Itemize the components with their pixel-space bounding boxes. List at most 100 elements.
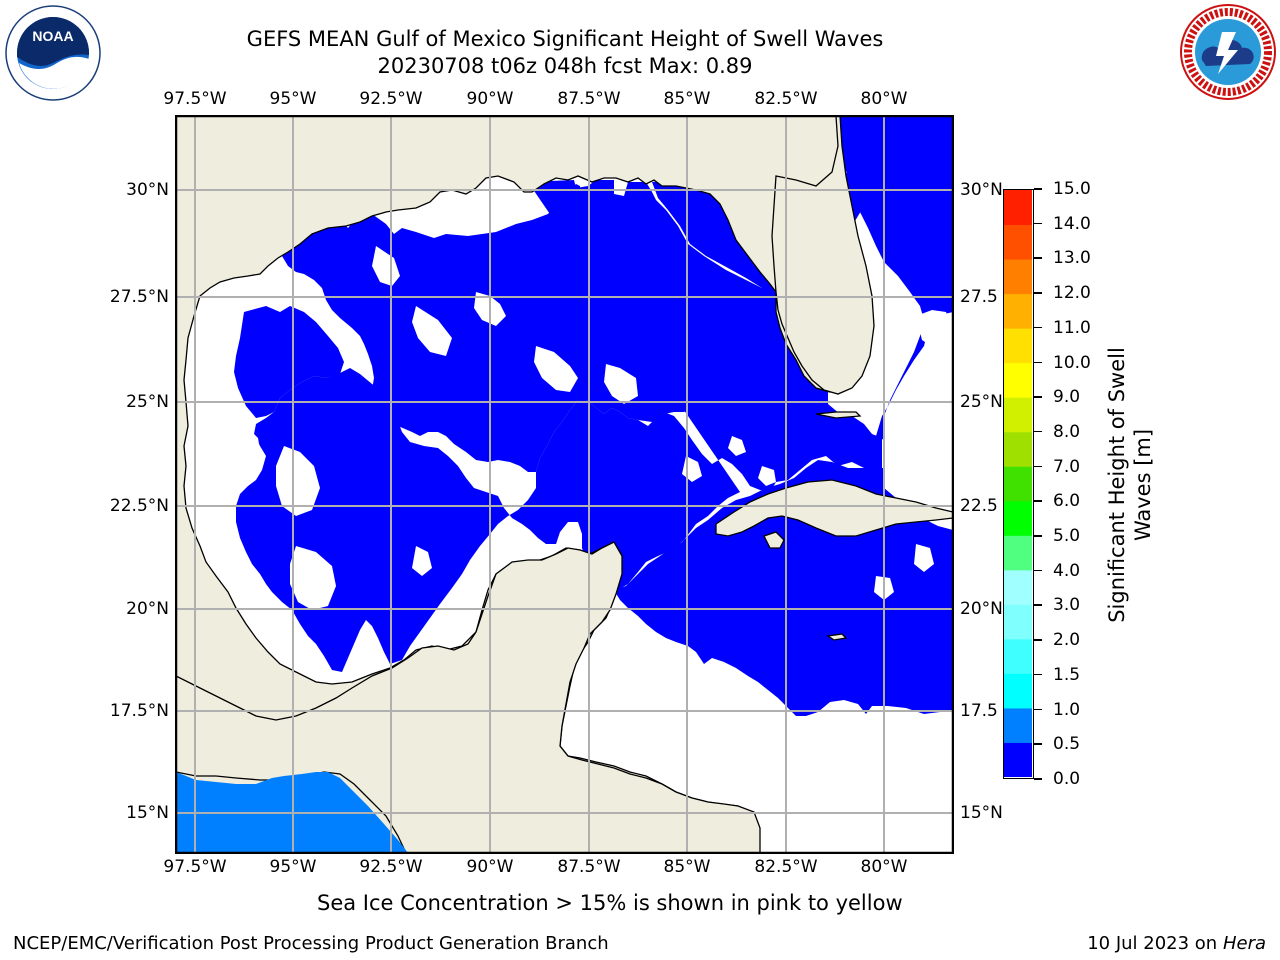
colorbar-tick-label: 1.0 [1053, 699, 1081, 720]
colorbar-tick-label: 0.5 [1053, 734, 1081, 755]
colorbar-tick-label: 8.0 [1053, 421, 1081, 442]
sea-ice-note: Sea Ice Concentration > 15% is shown in … [317, 891, 903, 915]
colorbar-label-line1: Significant Height of Swell [1105, 347, 1129, 623]
colorbar-swatch [1004, 535, 1032, 571]
colorbar-tick-label: 4.0 [1053, 560, 1081, 581]
map-frame [176, 116, 953, 853]
noaa-logo: NOAA [5, 5, 101, 101]
org-footer: NCEP/EMC/Verification Post Processing Pr… [13, 933, 609, 954]
colorbar-tick-mark [1034, 292, 1042, 294]
colorbar-tick-label: 2.0 [1053, 630, 1081, 651]
lon-label-top: 90°W [466, 89, 514, 109]
colorbar-swatch [1004, 293, 1032, 329]
colorbar-swatch [1004, 259, 1032, 295]
lon-label-top: 92.5°W [359, 89, 423, 109]
colorbar-swatch [1004, 742, 1032, 777]
lon-label-bottom: 97.5°W [163, 857, 227, 877]
date-footer: 10 Jul 2023 on Hera [1087, 933, 1266, 954]
colorbar-tick-mark [1034, 778, 1042, 780]
machine-name: Hera [1222, 933, 1266, 954]
colorbar-tick-mark [1034, 326, 1042, 329]
colorbar-tick-mark [1034, 396, 1042, 398]
colorbar-swatch [1004, 604, 1032, 640]
lat-label-right: 25°N [960, 392, 1003, 412]
colorbar-swatch [1004, 500, 1032, 536]
swell-region-atlantic [836, 116, 953, 440]
colorbar-tick-mark [1034, 465, 1042, 468]
colorbar-tick-mark [1034, 257, 1042, 259]
colorbar-swatch [1004, 224, 1032, 260]
land-florida [771, 116, 875, 395]
swell-region-texas [234, 306, 344, 418]
lat-label-left: 20°N [126, 599, 169, 619]
lon-label-bottom: 82.5°W [754, 857, 818, 877]
lat-label-left: 17.5°N [109, 701, 169, 721]
colorbar-label: Significant Height of Swell Waves [m] [1104, 347, 1156, 623]
colorbar-tick-label: 12.0 [1053, 283, 1091, 304]
colorbar-swatches [1004, 190, 1032, 777]
lon-label-top: 80°W [860, 89, 908, 109]
colorbar-tick-label: 15.0 [1053, 179, 1091, 199]
lon-label-bottom: 80°W [860, 857, 908, 877]
nws-logo [1178, 2, 1278, 102]
lat-label-left: 25°N [126, 392, 169, 412]
colorbar-swatch [1004, 431, 1032, 467]
lat-label-right: 20°N [960, 599, 1003, 619]
land-yucatan [176, 541, 761, 853]
colorbar-tick-mark [1034, 569, 1042, 572]
lon-label-bottom: 87.5°W [557, 857, 621, 877]
land-cuba [715, 479, 953, 537]
lon-label-top: 82.5°W [754, 89, 818, 109]
lat-label-right: 27.5 [960, 287, 998, 307]
lon-label-top: 85°W [663, 89, 711, 109]
colorbar-tick-label: 5.0 [1053, 526, 1081, 547]
colorbar-tick-label: 13.0 [1053, 248, 1091, 269]
colorbar-swatch [1004, 466, 1032, 502]
lat-label-right: 22.5 [960, 496, 998, 516]
colorbar-swatch [1004, 673, 1032, 709]
colorbar-tick-mark [1034, 535, 1042, 537]
colorbar-swatch [1004, 397, 1032, 433]
colorbar-tick-label: 0.0 [1053, 769, 1081, 789]
swell-region-west [282, 184, 782, 472]
lat-label-right: 30°N [960, 180, 1003, 200]
lat-label-left: 27.5°N [109, 287, 169, 307]
colorbar-swatch [1004, 190, 1032, 226]
colorbar-swatch [1004, 328, 1032, 364]
colorbar-tick-label: 1.5 [1053, 664, 1081, 685]
lon-label-bottom: 85°W [663, 857, 711, 877]
swell-region-central [236, 180, 882, 672]
colorbar-tick-mark [1034, 361, 1042, 364]
colorbar-tick-mark [1034, 743, 1042, 745]
colorbar-tick-mark [1034, 639, 1042, 641]
colorbar-swatch [1004, 707, 1032, 743]
land-isle-of-youth [763, 531, 785, 549]
lon-label-bottom: 90°W [466, 857, 514, 877]
colorbar-label-line2: Waves [m] [1131, 428, 1155, 542]
lat-label-left: 30°N [126, 180, 169, 200]
colorbar-tick-mark [1034, 604, 1042, 606]
colorbar-tick-label: 9.0 [1053, 387, 1081, 408]
land-jamaica [826, 633, 848, 641]
colorbar-swatch [1004, 638, 1032, 674]
lat-label-left: 22.5°N [109, 496, 169, 516]
lon-label-top: 95°W [269, 89, 317, 109]
land-florida-keys [815, 411, 862, 419]
lat-label-right: 17.5 [960, 701, 998, 721]
colorbar-tick-label: 10.0 [1053, 352, 1091, 373]
lon-label-top: 97.5°W [163, 89, 227, 109]
graticule [176, 116, 953, 853]
noaa-logo-text: NOAA [32, 28, 73, 44]
colorbar-tick-label: 14.0 [1053, 213, 1091, 234]
lat-label-right: 15°N [960, 803, 1003, 823]
lon-label-bottom: 95°W [269, 857, 317, 877]
map-render [176, 116, 953, 853]
lon-label-top: 87.5°W [557, 89, 621, 109]
colorbar-tick-mark [1034, 222, 1042, 225]
colorbar-tick-mark [1034, 673, 1042, 676]
colorbar-swatch [1004, 362, 1032, 398]
colorbar-swatch [1004, 569, 1032, 605]
colorbar-tick-mark [1034, 500, 1042, 502]
lat-label-left: 15°N [126, 803, 169, 823]
colorbar-tick-label: 7.0 [1053, 456, 1081, 477]
